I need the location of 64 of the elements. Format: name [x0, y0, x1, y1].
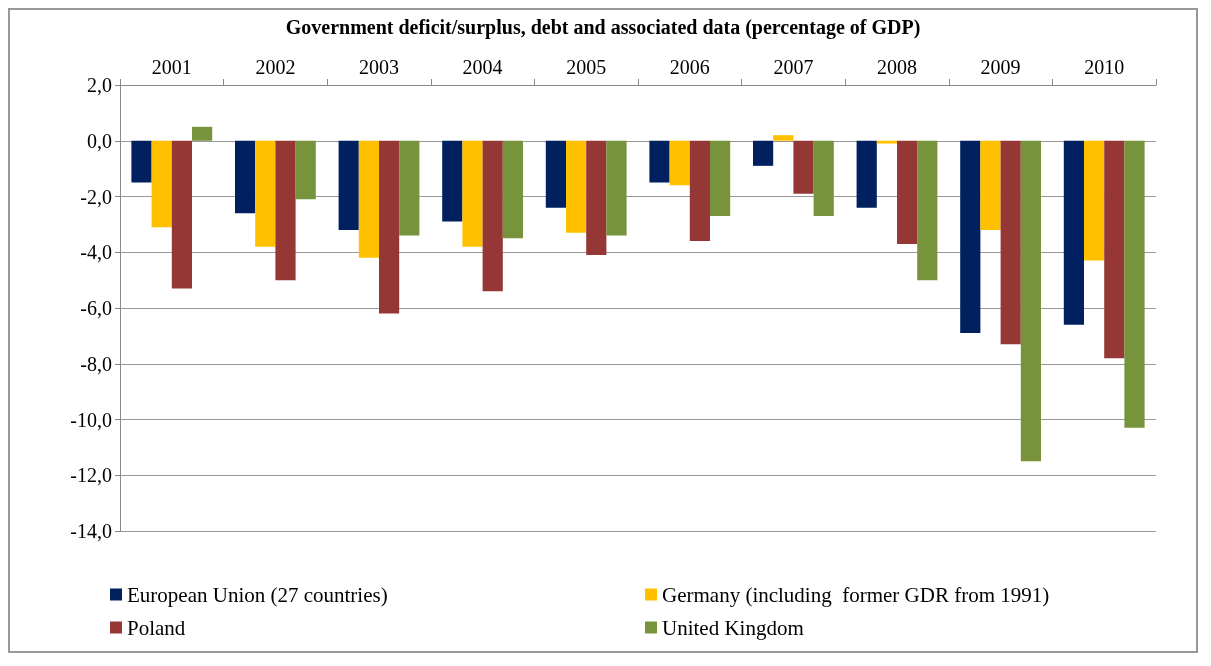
x-tick-label: 2010 [1084, 56, 1125, 78]
bar [753, 140, 774, 166]
bar [897, 140, 918, 244]
bar [1124, 140, 1145, 428]
x-tick-label: 2004 [462, 56, 503, 78]
legend-label: Germany (including former GDR from 1991) [662, 582, 1050, 607]
bar [462, 140, 483, 247]
bar [773, 135, 794, 141]
bar [131, 140, 152, 183]
bar [442, 140, 463, 222]
x-tick-label: 2003 [359, 56, 399, 78]
bar [960, 140, 981, 334]
x-tick-label: 2005 [566, 56, 607, 78]
bar [813, 140, 834, 217]
bar [255, 140, 276, 247]
x-tick-label: 2006 [669, 56, 710, 78]
y-tick-label: -12,0 [70, 464, 112, 487]
bar [917, 140, 938, 281]
y-tick-label: 2,0 [87, 74, 112, 96]
bar [545, 140, 566, 208]
bar [566, 140, 587, 233]
bar [669, 140, 690, 186]
bar [192, 126, 213, 141]
bar [151, 140, 172, 228]
bar [399, 140, 420, 236]
legend-label: Poland [127, 615, 186, 640]
bar [275, 140, 296, 281]
chart-title: Government deficit/surplus, debt and associated data (percentage of GDP) [285, 16, 921, 39]
bar [649, 140, 670, 183]
x-tick-label: 2002 [255, 56, 296, 78]
bar [876, 140, 897, 144]
bar [235, 140, 256, 214]
bar [980, 140, 1001, 230]
y-tick-label: -14,0 [70, 520, 112, 542]
bar [586, 140, 607, 256]
bar [710, 140, 731, 217]
x-tick-label: 2001 [151, 56, 192, 78]
bar [606, 140, 627, 236]
y-tick-label: -6,0 [80, 297, 112, 319]
bar [1020, 140, 1041, 462]
x-tick-label: 2008 [877, 56, 917, 78]
y-tick-label: 0,0 [87, 129, 112, 152]
bar [689, 140, 710, 242]
bar [856, 140, 877, 208]
bar [482, 140, 503, 292]
legend-label: European Union (27 countries) [127, 582, 388, 607]
bar [502, 140, 523, 239]
x-tick-label: 2009 [980, 56, 1021, 78]
y-tick-label: -10,0 [70, 408, 112, 431]
legend-label: United Kingdom [662, 615, 804, 640]
y-tick-label: -2,0 [80, 185, 112, 208]
bar [379, 140, 400, 314]
bar [1063, 140, 1084, 325]
bar [171, 140, 192, 289]
y-tick-label: -8,0 [80, 352, 112, 375]
bar [1104, 140, 1125, 359]
bar [1000, 140, 1021, 345]
bar [338, 140, 359, 230]
bar [793, 140, 814, 194]
y-tick-label: -4,0 [80, 241, 112, 264]
x-tick-label: 2007 [773, 56, 814, 78]
bar [1084, 140, 1105, 261]
bar [295, 140, 316, 200]
bar [358, 140, 379, 258]
